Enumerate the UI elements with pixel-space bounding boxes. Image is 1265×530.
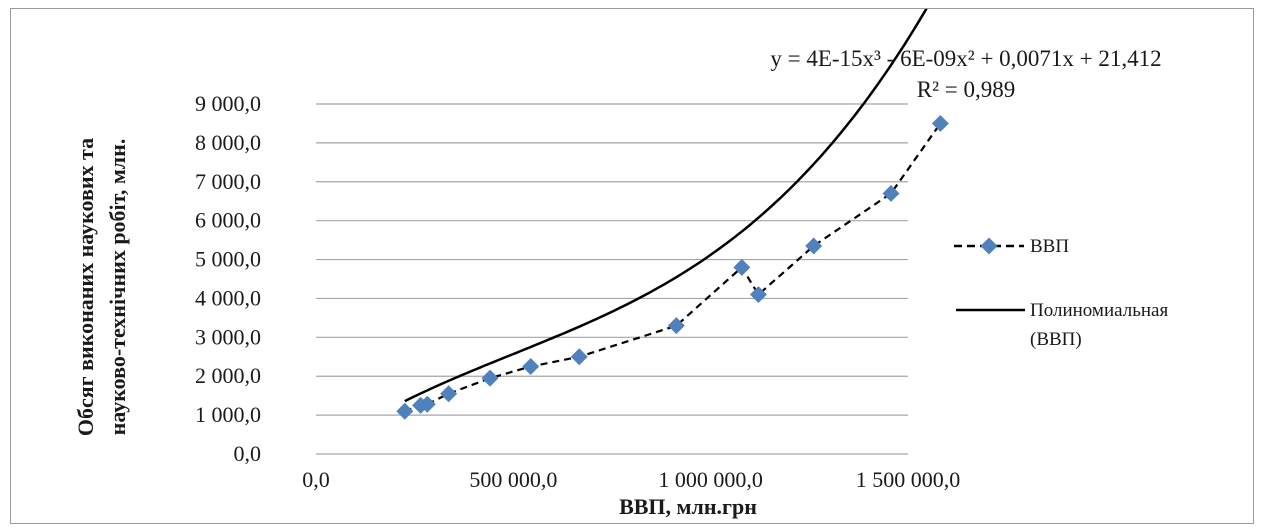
legend: ВВП Полиномиальная (ВВП) <box>954 236 1168 350</box>
data-point-5 <box>522 358 540 375</box>
y-tick-label-8: 8 000,0 <box>195 130 261 155</box>
series-layer <box>396 114 949 420</box>
data-point-0 <box>396 402 414 420</box>
equation-text: y = 4E-15x³ - 6E-09x² + 0,0071x + 21,412 <box>770 46 1161 71</box>
legend-gdp-diamond-icon <box>980 237 998 255</box>
y-tick-label-9: 9 000,0 <box>195 91 261 116</box>
data-point-12 <box>931 114 949 132</box>
legend-item-gdp[interactable]: ВВП <box>954 236 1069 257</box>
y-tick-label-1: 1 000,0 <box>195 402 261 427</box>
data-point-9 <box>749 286 767 304</box>
y-tick-label-5: 5 000,0 <box>195 247 261 272</box>
data-point-3 <box>440 385 458 403</box>
x-tick-label-2: 1 000 000,0 <box>658 467 763 492</box>
data-point-6 <box>570 348 588 366</box>
y-tick-label-7: 7 000,0 <box>195 169 261 194</box>
y-axis-title-line2: науково-технічних робіт, млн. <box>105 139 130 436</box>
y-tick-label-0: 0,0 <box>234 441 262 466</box>
data-point-7 <box>667 317 685 335</box>
legend-gdp-label: ВВП <box>1030 236 1069 257</box>
y-axis-title-line1: Обсяг виконаних наукових та <box>73 138 98 436</box>
trendline-layer <box>404 9 928 403</box>
data-point-11 <box>882 184 900 202</box>
legend-trendline-label-line1: Полиномиальная <box>1030 300 1168 321</box>
y-tick-label-3: 3 000,0 <box>195 324 261 349</box>
tick-labels: 0,0 1 000,0 2 000,0 3 000,0 4 000,0 5 000,0 6 … <box>195 91 960 492</box>
chart-frame: 0,0 1 000,0 2 000,0 3 000,0 4 000,0 5 000,0 6 … <box>10 8 1254 524</box>
series-gdp-line <box>404 122 942 413</box>
data-point-4 <box>481 369 499 387</box>
chart-svg: 0,0 1 000,0 2 000,0 3 000,0 4 000,0 5 000,0 6 … <box>73 9 1168 519</box>
legend-trendline-label-line2: (ВВП) <box>1030 329 1082 350</box>
y-tick-label-2: 2 000,0 <box>195 363 261 388</box>
x-tick-label-1: 500 000,0 <box>469 467 557 492</box>
gridlines <box>316 103 908 455</box>
x-tick-label-3: 1 500 000,0 <box>856 467 961 492</box>
x-axis-title: ВВП, млн.грн <box>619 494 757 519</box>
data-point-10 <box>805 237 823 255</box>
y-tick-label-6: 6 000,0 <box>195 208 261 233</box>
y-tick-label-4: 4 000,0 <box>195 285 261 310</box>
x-tick-label-0: 0,0 <box>302 467 330 492</box>
r-squared-text: R² = 0,989 <box>917 77 1015 102</box>
legend-item-trendline[interactable]: Полиномиальная (ВВП) <box>956 300 1168 350</box>
trendline-path <box>404 9 928 403</box>
data-point-2 <box>418 395 436 413</box>
